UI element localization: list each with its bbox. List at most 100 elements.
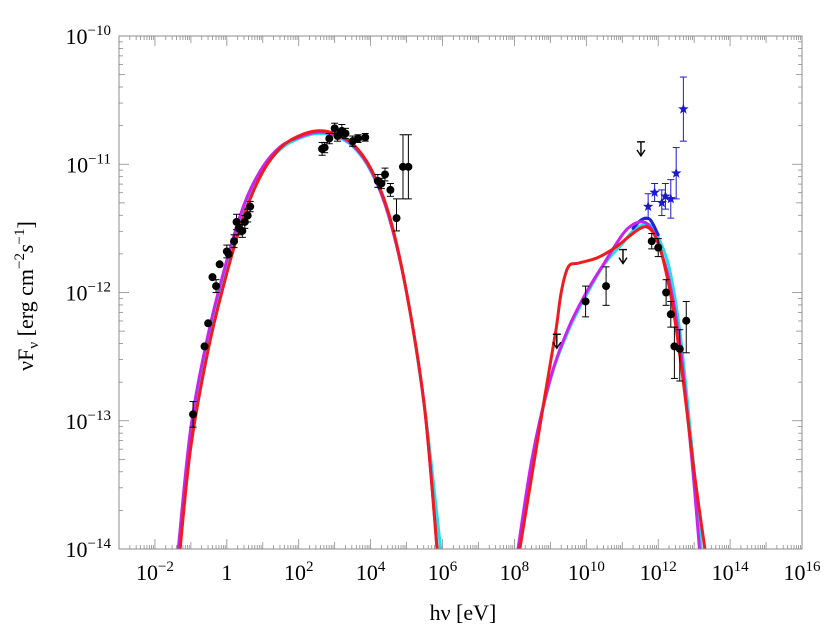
- data-point: [204, 319, 213, 328]
- data-point: [654, 243, 663, 252]
- upper-limits: [552, 141, 646, 350]
- data-point: [647, 237, 656, 246]
- x-tick-label: 1012: [640, 559, 677, 585]
- data-point: [325, 134, 334, 143]
- data-point: [662, 288, 671, 297]
- data-point: [392, 214, 401, 223]
- data-point: [208, 273, 217, 282]
- data-point: [341, 129, 350, 138]
- tick-exponent: 16: [806, 559, 822, 575]
- tick-base: 10: [66, 281, 88, 306]
- data-point: [320, 143, 329, 152]
- x-tick-label: 104: [356, 559, 386, 585]
- tick-base: 10: [784, 560, 806, 585]
- y-axis-title-units1: [erg cm: [13, 269, 38, 342]
- data-point: [189, 410, 198, 419]
- tick-base: 10: [66, 537, 88, 562]
- y-axis-title-sub: ν: [26, 342, 42, 349]
- tick-base: 10: [500, 560, 522, 585]
- y-tick-label: 10−10: [66, 23, 111, 49]
- x-axis-title: hν [eV]: [430, 600, 497, 625]
- x-tick-label: 1014: [712, 559, 750, 585]
- star-point: [660, 190, 671, 201]
- tick-base: 10: [66, 152, 88, 177]
- data-point: [200, 342, 209, 351]
- star-point: [642, 201, 654, 211]
- data-point: [386, 185, 395, 194]
- tick-base: 1: [221, 560, 232, 585]
- upper-limit-arrow-head: [618, 257, 628, 265]
- tick-exponent: 8: [522, 559, 530, 575]
- y-axis-title: νFν [erg cm−2s−1]: [12, 221, 42, 371]
- tick-base: 10: [66, 24, 88, 49]
- cyan-model-curve: [176, 131, 443, 549]
- data-point: [581, 297, 590, 306]
- tick-exponent: −14: [88, 536, 112, 552]
- data-point: [377, 179, 386, 188]
- data-point: [246, 202, 255, 211]
- x-tick-label: 10−2: [136, 559, 174, 585]
- red-model-curve: [178, 129, 439, 549]
- tick-base: 10: [66, 409, 88, 434]
- plot-frame: [118, 35, 803, 550]
- upper-limit-arrow-head: [552, 341, 562, 350]
- tick-exponent: −13: [88, 408, 111, 424]
- tick-exponent: −11: [88, 151, 111, 167]
- data-point: [238, 226, 247, 235]
- data-points: [189, 122, 691, 428]
- model-curves: [176, 129, 707, 549]
- data-point: [381, 170, 390, 179]
- y-tick-label: 10−12: [66, 280, 111, 306]
- data-point: [224, 250, 233, 259]
- y-axis-title-s: s: [13, 244, 38, 253]
- star-point: [649, 187, 660, 197]
- data-point: [330, 124, 339, 133]
- y-axis-title-close: ]: [13, 221, 38, 228]
- star-points: [642, 76, 689, 220]
- data-point: [230, 237, 239, 246]
- x-tick-labels: 10−2 1 102 104 106 108 1010 1012 1014 1016: [136, 559, 821, 585]
- tick-exponent: 2: [306, 559, 314, 575]
- x-tick-label: 1: [221, 560, 232, 585]
- tick-base: 10: [568, 560, 590, 585]
- tick-base: 10: [712, 560, 734, 585]
- red-model-curve: [518, 225, 707, 549]
- tick-base: 10: [640, 560, 662, 585]
- x-tick-label: 108: [500, 559, 530, 585]
- star-point: [665, 193, 676, 204]
- x-tick-label: 102: [284, 559, 314, 585]
- tick-exponent: 12: [662, 559, 677, 575]
- star-point: [678, 103, 689, 114]
- data-point: [212, 282, 221, 291]
- tick-exponent: 4: [378, 559, 386, 575]
- y-axis-title-nu: νF: [13, 349, 38, 371]
- x-tick-label: 1016: [784, 559, 822, 585]
- data-point: [602, 282, 611, 291]
- x-tick-label: 106: [428, 559, 458, 585]
- star-point: [671, 167, 682, 178]
- y-tick-label: 10−14: [66, 536, 112, 562]
- x-tick-label: 1010: [568, 559, 605, 585]
- tick-exponent: −10: [88, 23, 111, 39]
- data-point: [243, 211, 252, 220]
- tick-base: 10: [428, 560, 450, 585]
- tick-exponent: −2: [158, 559, 174, 575]
- axis-ticks: [118, 36, 802, 550]
- tick-base: 10: [356, 560, 378, 585]
- data-point: [666, 310, 675, 319]
- data-point: [675, 344, 684, 353]
- star-point: [656, 197, 667, 208]
- data-point: [404, 162, 413, 171]
- y-tick-label: 10−13: [66, 408, 111, 434]
- data-point: [354, 134, 363, 143]
- data-point: [361, 133, 370, 142]
- upper-limit-arrow-head: [636, 149, 646, 158]
- data-point: [215, 260, 224, 269]
- tick-base: 10: [136, 560, 158, 585]
- y-tick-label: 10−11: [66, 151, 111, 177]
- tick-exponent: 14: [734, 559, 750, 575]
- magenta-model-curve: [176, 130, 439, 549]
- tick-exponent: 6: [450, 559, 458, 575]
